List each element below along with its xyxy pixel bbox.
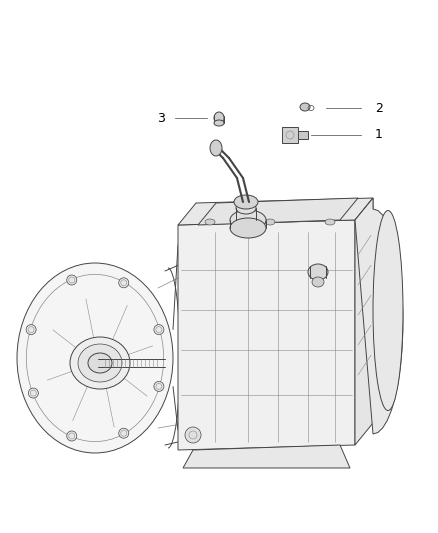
Polygon shape [355,198,373,445]
Ellipse shape [28,388,39,398]
Ellipse shape [70,337,130,389]
Ellipse shape [214,112,224,124]
Ellipse shape [325,219,335,225]
Ellipse shape [312,277,324,287]
Polygon shape [198,198,358,225]
Polygon shape [355,198,403,434]
Ellipse shape [234,195,258,209]
Ellipse shape [214,120,224,126]
Text: 3: 3 [157,111,165,125]
Ellipse shape [236,202,256,214]
Polygon shape [178,198,373,225]
Polygon shape [178,220,355,450]
Ellipse shape [67,275,77,285]
Ellipse shape [119,278,129,288]
Ellipse shape [373,211,403,410]
Polygon shape [298,131,308,139]
Text: 2: 2 [375,101,383,115]
Ellipse shape [154,382,164,391]
Ellipse shape [205,219,215,225]
Polygon shape [282,127,298,143]
Ellipse shape [210,140,222,156]
Ellipse shape [78,344,122,382]
Ellipse shape [88,353,112,373]
Text: 1: 1 [375,128,383,141]
Ellipse shape [17,263,173,453]
Ellipse shape [308,264,328,280]
Ellipse shape [230,218,266,238]
Ellipse shape [265,219,275,225]
Ellipse shape [185,427,201,443]
Ellipse shape [67,431,77,441]
Polygon shape [183,445,350,468]
Ellipse shape [300,103,310,111]
Ellipse shape [154,325,164,335]
Ellipse shape [26,325,36,335]
Ellipse shape [119,428,129,438]
Ellipse shape [230,210,266,230]
